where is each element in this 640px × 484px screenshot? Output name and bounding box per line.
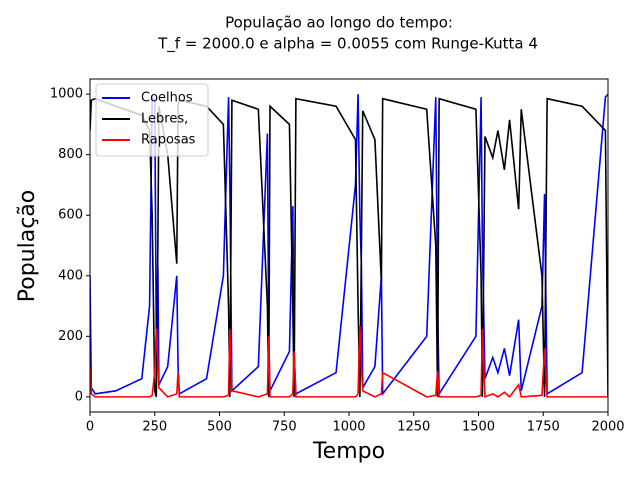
x-tick-label: 250 bbox=[142, 420, 167, 435]
x-tick-label: 1500 bbox=[462, 420, 495, 435]
series-line bbox=[90, 93, 608, 397]
series-line bbox=[90, 97, 608, 398]
y-axis-label: População bbox=[15, 190, 40, 302]
legend-label: Coelhos bbox=[141, 91, 193, 106]
y-tick-label: 1000 bbox=[50, 87, 83, 102]
y-tick-label: 200 bbox=[58, 329, 83, 344]
chart-title: População ao longo do tempo: bbox=[225, 14, 453, 32]
x-tick-label: 500 bbox=[207, 420, 232, 435]
x-tick-label: 2000 bbox=[591, 420, 624, 435]
y-tick-label: 800 bbox=[58, 147, 83, 162]
y-tick-label: 400 bbox=[58, 268, 83, 283]
x-tick-label: 750 bbox=[272, 420, 297, 435]
x-tick-label: 1750 bbox=[527, 420, 560, 435]
x-tick-label: 1250 bbox=[397, 420, 430, 435]
plot-frame bbox=[89, 78, 609, 413]
x-tick-label: 0 bbox=[86, 420, 94, 435]
legend-box bbox=[95, 83, 209, 157]
y-tick-label: 600 bbox=[58, 208, 83, 223]
series-line bbox=[90, 325, 608, 399]
legend-label: Lebres, bbox=[141, 112, 188, 127]
y-tick-label: 0 bbox=[75, 389, 83, 404]
x-tick-label: 1000 bbox=[332, 420, 365, 435]
legend-label: Raposas bbox=[141, 133, 196, 148]
chart-subtitle: T_f = 2000.0 e alpha = 0.0055 com Runge-… bbox=[157, 35, 538, 54]
x-axis-label: Tempo bbox=[312, 439, 385, 464]
